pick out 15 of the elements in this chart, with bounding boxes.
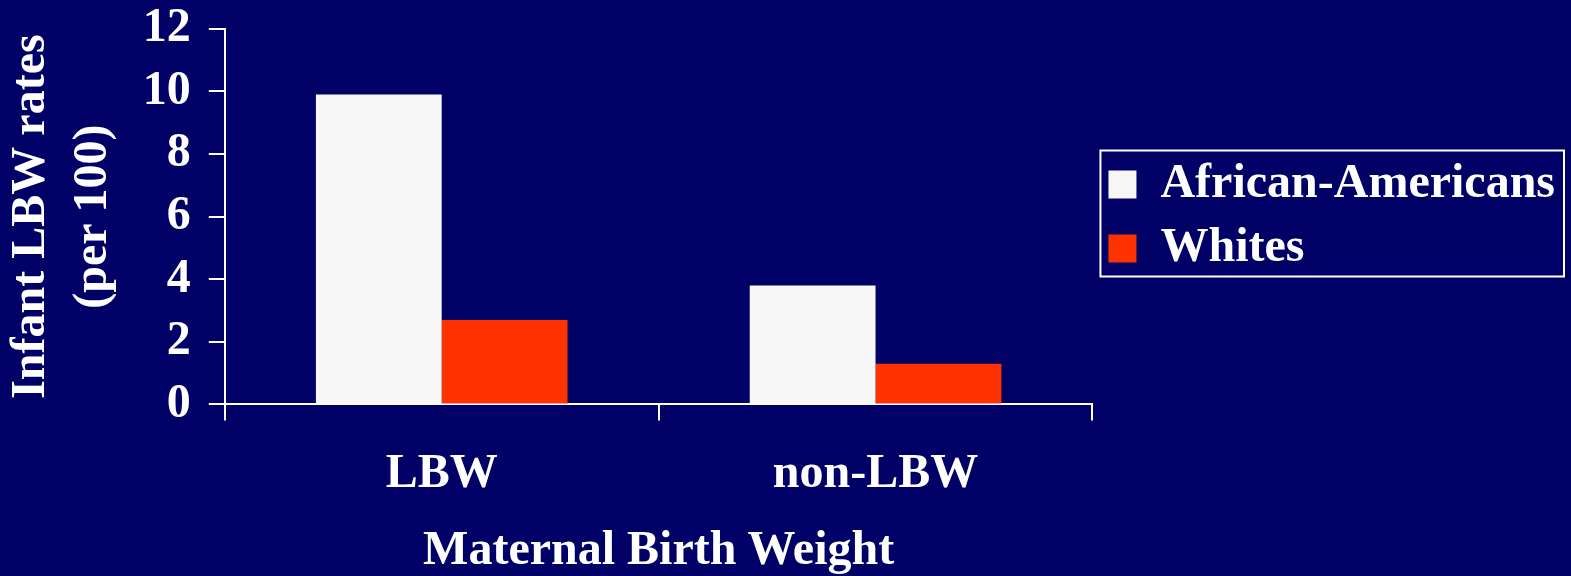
y-axis-title: Infant LBW rates (per 100)	[0, 34, 118, 399]
y-tick-label: 4	[166, 248, 191, 302]
y-tick-label: 10	[142, 60, 191, 114]
y-tick-label: 2	[166, 311, 191, 365]
bar	[875, 363, 1002, 404]
x-axis-title: Maternal Birth Weight	[423, 521, 895, 575]
y-tick-label: 8	[166, 123, 191, 177]
legend-label: African-Americans	[1160, 154, 1555, 208]
y-tick-label: 12	[142, 0, 191, 52]
y-tick-label: 0	[166, 373, 191, 427]
x-tick-label: LBW	[385, 443, 498, 497]
bar	[441, 319, 568, 404]
y-tick-label: 6	[166, 186, 191, 240]
x-tick-label: non-LBW	[772, 443, 979, 497]
legend-label: Whites	[1160, 218, 1305, 272]
